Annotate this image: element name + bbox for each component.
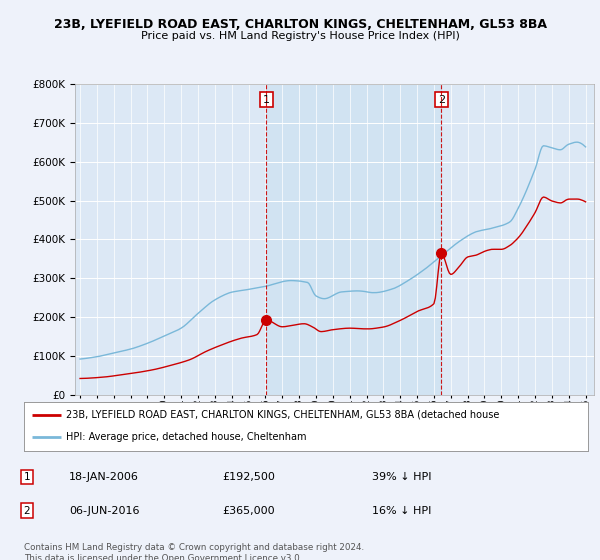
Bar	[266, 84, 442, 395]
Text: 23B, LYEFIELD ROAD EAST, CHARLTON KINGS, CHELTENHAM, GL53 8BA (detached house: 23B, LYEFIELD ROAD EAST, CHARLTON KINGS,…	[66, 410, 500, 420]
Text: 2: 2	[23, 506, 31, 516]
Text: 06-JUN-2016: 06-JUN-2016	[69, 506, 139, 516]
Text: 23B, LYEFIELD ROAD EAST, CHARLTON KINGS, CHELTENHAM, GL53 8BA: 23B, LYEFIELD ROAD EAST, CHARLTON KINGS,…	[53, 18, 547, 31]
Text: £365,000: £365,000	[222, 506, 275, 516]
Text: HPI: Average price, detached house, Cheltenham: HPI: Average price, detached house, Chel…	[66, 432, 307, 442]
Text: £192,500: £192,500	[222, 472, 275, 482]
Text: 1: 1	[23, 472, 31, 482]
Text: 39% ↓ HPI: 39% ↓ HPI	[372, 472, 431, 482]
Text: Contains HM Land Registry data © Crown copyright and database right 2024.
This d: Contains HM Land Registry data © Crown c…	[24, 543, 364, 560]
Text: 16% ↓ HPI: 16% ↓ HPI	[372, 506, 431, 516]
Text: 1: 1	[263, 95, 270, 105]
Text: 18-JAN-2006: 18-JAN-2006	[69, 472, 139, 482]
Text: 2: 2	[438, 95, 445, 105]
Text: Price paid vs. HM Land Registry's House Price Index (HPI): Price paid vs. HM Land Registry's House …	[140, 31, 460, 41]
